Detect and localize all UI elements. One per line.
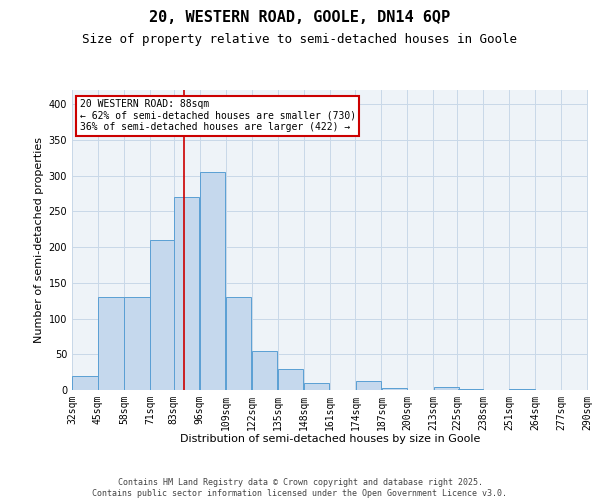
Bar (124, 297, 149, 390)
Bar (252, 350, 277, 390)
Bar (278, 368, 303, 390)
Bar (72, 376, 98, 390)
Text: Size of property relative to semi-detached houses in Goole: Size of property relative to semi-detach… (83, 32, 517, 46)
Bar (226, 297, 251, 390)
Bar (98, 297, 124, 390)
Bar (304, 383, 329, 390)
Bar (356, 382, 381, 390)
Bar (434, 387, 459, 390)
Text: 20 WESTERN ROAD: 88sqm
← 62% of semi-detached houses are smaller (730)
36% of se: 20 WESTERN ROAD: 88sqm ← 62% of semi-det… (80, 99, 356, 132)
Bar (382, 388, 407, 390)
X-axis label: Distribution of semi-detached houses by size in Goole: Distribution of semi-detached houses by … (180, 434, 480, 444)
Bar (174, 197, 199, 390)
Text: 20, WESTERN ROAD, GOOLE, DN14 6QP: 20, WESTERN ROAD, GOOLE, DN14 6QP (149, 10, 451, 25)
Bar (150, 240, 175, 390)
Text: Contains HM Land Registry data © Crown copyright and database right 2025.
Contai: Contains HM Land Registry data © Crown c… (92, 478, 508, 498)
Bar (200, 172, 226, 390)
Bar (458, 388, 483, 390)
Y-axis label: Number of semi-detached properties: Number of semi-detached properties (34, 137, 44, 343)
Bar (509, 388, 535, 390)
